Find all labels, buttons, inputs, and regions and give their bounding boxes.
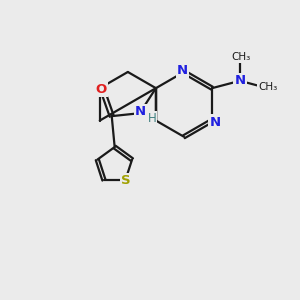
Text: N: N <box>234 74 245 87</box>
Text: CH₃: CH₃ <box>258 82 278 92</box>
Text: O: O <box>96 83 107 96</box>
Text: N: N <box>135 105 146 118</box>
Text: N: N <box>177 64 188 77</box>
Text: H: H <box>148 112 156 125</box>
Text: CH₃: CH₃ <box>232 52 251 62</box>
Text: S: S <box>121 174 130 187</box>
Text: N: N <box>209 116 220 128</box>
